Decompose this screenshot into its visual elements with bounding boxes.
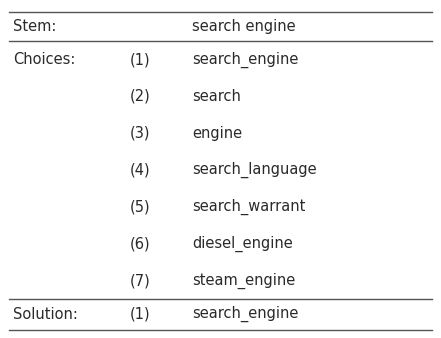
Text: (4): (4) (130, 163, 151, 178)
Text: search_language: search_language (192, 162, 317, 178)
Text: search engine: search engine (192, 19, 295, 34)
Text: (1): (1) (130, 52, 151, 67)
Text: search_engine: search_engine (192, 306, 298, 322)
Text: (6): (6) (130, 236, 151, 251)
Text: (3): (3) (130, 126, 150, 141)
Text: Solution:: Solution: (13, 307, 78, 322)
Text: Stem:: Stem: (13, 19, 56, 34)
Text: search: search (192, 89, 241, 104)
Text: search_warrant: search_warrant (192, 199, 305, 215)
Text: engine: engine (192, 126, 242, 141)
Text: (7): (7) (130, 273, 151, 288)
Text: (1): (1) (130, 307, 151, 322)
Text: (5): (5) (130, 199, 151, 215)
Text: steam_engine: steam_engine (192, 273, 295, 289)
Text: Choices:: Choices: (13, 52, 75, 67)
Text: (2): (2) (130, 89, 151, 104)
Text: diesel_engine: diesel_engine (192, 236, 292, 252)
Text: search_engine: search_engine (192, 52, 298, 68)
